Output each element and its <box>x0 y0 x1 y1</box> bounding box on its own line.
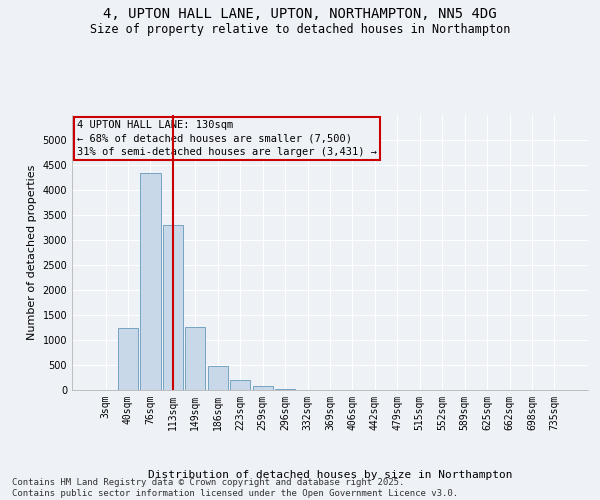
Text: Distribution of detached houses by size in Northampton: Distribution of detached houses by size … <box>148 470 512 480</box>
Y-axis label: Number of detached properties: Number of detached properties <box>27 165 37 340</box>
Text: Size of property relative to detached houses in Northampton: Size of property relative to detached ho… <box>90 22 510 36</box>
Bar <box>230 380 250 390</box>
Bar <box>163 225 183 390</box>
Bar <box>185 326 205 390</box>
Bar <box>275 389 295 390</box>
Bar <box>118 328 138 390</box>
Text: Contains HM Land Registry data © Crown copyright and database right 2025.
Contai: Contains HM Land Registry data © Crown c… <box>12 478 458 498</box>
Bar <box>208 366 228 390</box>
Bar <box>253 386 273 390</box>
Text: 4 UPTON HALL LANE: 130sqm
← 68% of detached houses are smaller (7,500)
31% of se: 4 UPTON HALL LANE: 130sqm ← 68% of detac… <box>77 120 377 157</box>
Text: 4, UPTON HALL LANE, UPTON, NORTHAMPTON, NN5 4DG: 4, UPTON HALL LANE, UPTON, NORTHAMPTON, … <box>103 8 497 22</box>
Bar <box>140 172 161 390</box>
